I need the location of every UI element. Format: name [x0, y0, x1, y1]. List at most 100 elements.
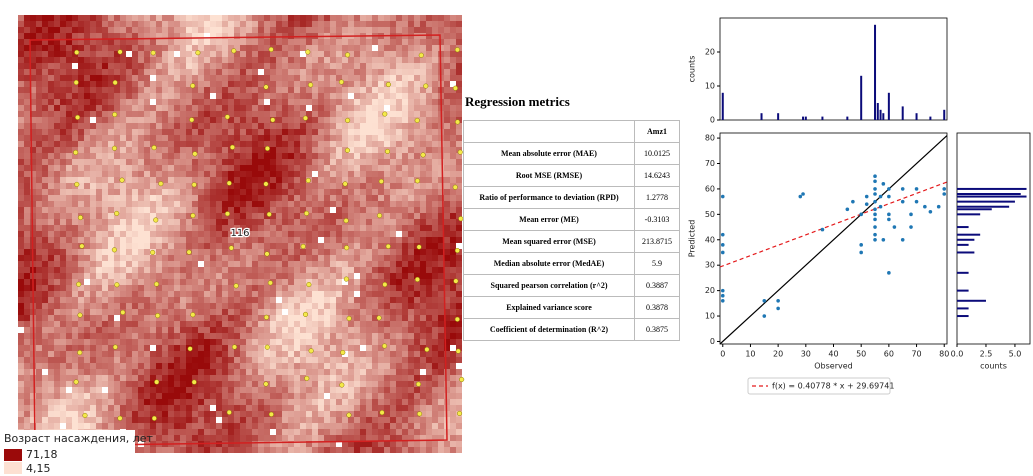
raster-cell: [108, 27, 114, 33]
raster-cell: [330, 207, 336, 213]
raster-cell: [300, 189, 306, 195]
raster-cell: [66, 195, 72, 201]
raster-cell: [198, 201, 204, 207]
raster-cell: [384, 171, 390, 177]
raster-cell: [378, 27, 384, 33]
raster-cell: [402, 261, 408, 267]
raster-cell: [96, 327, 102, 333]
raster-cell: [360, 405, 366, 411]
raster-cell: [384, 387, 390, 393]
raster-cell: [354, 363, 360, 369]
raster-cell: [78, 93, 84, 99]
raster-cell: [180, 129, 186, 135]
raster-cell: [132, 417, 138, 423]
raster-cell: [318, 159, 324, 165]
raster-cell: [294, 135, 300, 141]
raster-cell: [120, 39, 126, 45]
raster-cell: [360, 399, 366, 405]
raster-cell: [288, 261, 294, 267]
raster-cell: [108, 261, 114, 267]
raster-cell: [366, 243, 372, 249]
raster-cell: [354, 99, 360, 105]
raster-cell: [48, 417, 54, 423]
raster-cell: [408, 339, 414, 345]
raster-cell: [252, 123, 258, 129]
raster-cell: [162, 129, 168, 135]
raster-cell: [372, 339, 378, 345]
raster-cell: [252, 69, 258, 75]
raster-cell: [102, 327, 108, 333]
raster-cell: [126, 309, 132, 315]
raster-cell: [210, 165, 216, 171]
raster-cell: [276, 21, 282, 27]
raster-cell: [378, 369, 384, 375]
raster-cell: [360, 117, 366, 123]
raster-cell: [246, 357, 252, 363]
raster-cell: [216, 219, 222, 225]
raster-cell: [360, 177, 366, 183]
raster-cell: [168, 327, 174, 333]
raster-cell: [288, 327, 294, 333]
raster-cell: [282, 123, 288, 129]
raster-cell: [312, 405, 318, 411]
raster-cell: [150, 237, 156, 243]
raster-cell: [18, 105, 24, 111]
raster-cell: [144, 21, 150, 27]
raster-cell: [354, 45, 360, 51]
raster-cell: [174, 99, 180, 105]
raster-cell: [252, 147, 258, 153]
raster-cell: [216, 279, 222, 285]
raster-cell: [246, 117, 252, 123]
raster-cell: [42, 267, 48, 273]
raster-cell: [216, 45, 222, 51]
raster-cell: [294, 159, 300, 165]
raster-cell: [222, 93, 228, 99]
raster-cell: [228, 69, 234, 75]
raster-cell: [78, 399, 84, 405]
raster-cell: [384, 351, 390, 357]
raster-cell: [396, 333, 402, 339]
raster-cell: [306, 165, 312, 171]
raster-cell: [144, 393, 150, 399]
raster-cell: [300, 285, 306, 291]
raster-cell: [198, 213, 204, 219]
raster-cell: [96, 123, 102, 129]
raster-cell: [186, 255, 192, 261]
raster-cell: [132, 177, 138, 183]
raster-cell: [108, 201, 114, 207]
raster-cell: [156, 303, 162, 309]
raster-cell: [120, 279, 126, 285]
raster-cell: [84, 165, 90, 171]
raster-cell: [102, 69, 108, 75]
raster-cell: [24, 303, 30, 309]
raster-cell: [354, 183, 360, 189]
raster-cell: [48, 57, 54, 63]
raster-cell: [210, 57, 216, 63]
raster-cell: [54, 237, 60, 243]
raster-cell: [90, 363, 96, 369]
raster-cell: [300, 153, 306, 159]
raster-cell: [306, 141, 312, 147]
raster-cell: [336, 183, 342, 189]
raster-cell: [168, 447, 174, 453]
raster-cell: [318, 213, 324, 219]
raster-cell: [210, 429, 216, 435]
raster-cell: [246, 285, 252, 291]
raster-cell: [372, 303, 378, 309]
raster-cell: [186, 231, 192, 237]
raster-cell: [180, 267, 186, 273]
raster-cell: [18, 255, 24, 261]
raster-cell: [228, 81, 234, 87]
raster-cell: [414, 351, 420, 357]
raster-cell: [390, 381, 396, 387]
raster-cell: [132, 363, 138, 369]
raster-cell: [180, 447, 186, 453]
raster-cell: [204, 81, 210, 87]
raster-cell: [246, 339, 252, 345]
raster-cell: [54, 195, 60, 201]
raster-cell: [336, 153, 342, 159]
raster-cell: [258, 423, 264, 429]
raster-cell: [90, 237, 96, 243]
raster-cell: [216, 213, 222, 219]
raster-cell: [342, 195, 348, 201]
